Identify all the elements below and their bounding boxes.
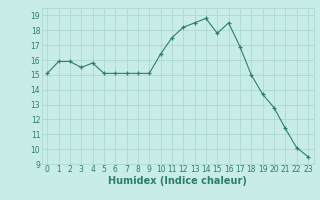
X-axis label: Humidex (Indice chaleur): Humidex (Indice chaleur) bbox=[108, 176, 247, 186]
